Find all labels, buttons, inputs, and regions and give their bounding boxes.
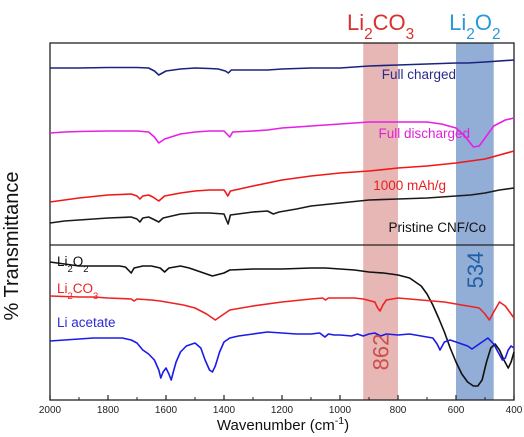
top-series-label-2: 1000 mAh/g — [373, 178, 446, 193]
top-series-label-0: Full charged — [382, 67, 456, 82]
x-tick-label-2: 1600 — [155, 405, 178, 416]
bottom-series-1 — [49, 295, 515, 321]
band-value-1: 534 — [463, 252, 488, 289]
band-value-0: 862 — [369, 334, 394, 371]
y-axis-label: % Transmittance — [1, 172, 23, 321]
x-tick-label-0: 2000 — [39, 405, 62, 416]
bottom-series-0 — [49, 261, 515, 387]
labels-layer: Li2CO3 862 Li2O2 534 Full charged Full discha… — [57, 10, 501, 370]
bottom-series-label-0: Li2O2 — [57, 254, 89, 275]
axes-layer: 2000 1800 1600 1400 1200 1000 800 600 400 — [39, 395, 523, 416]
x-tick-label-8: 400 — [506, 405, 523, 416]
x-axis-label: Wavenumber (cm-1) — [217, 415, 349, 434]
band-1 — [456, 43, 494, 400]
x-tick-label-6: 800 — [390, 405, 407, 416]
top-series-3 — [49, 187, 515, 225]
x-tick-label-1: 1800 — [97, 405, 120, 416]
top-series-label-1: Full discharged — [378, 126, 470, 141]
x-tick-label-5: 1000 — [329, 405, 352, 416]
x-tick-label-7: 600 — [448, 405, 465, 416]
band-label-0: Li2CO3 — [347, 10, 414, 43]
x-tick-label-4: 1200 — [271, 405, 294, 416]
top-series-0 — [50, 59, 515, 76]
top-series-1 — [49, 117, 515, 148]
series-layer — [49, 59, 515, 387]
band-label-1: Li2O2 — [449, 10, 500, 43]
bottom-series-label-1: Li2CO3 — [57, 281, 98, 302]
bottom-series-2 — [49, 331, 515, 381]
x-tick-label-3: 1400 — [213, 405, 236, 416]
bands-layer — [363, 43, 494, 400]
top-series-label-3: Pristine CNF/Co — [388, 220, 486, 235]
band-0 — [363, 43, 398, 400]
top-series-2 — [49, 150, 515, 203]
bottom-series-label-2: Li acetate — [57, 315, 116, 330]
